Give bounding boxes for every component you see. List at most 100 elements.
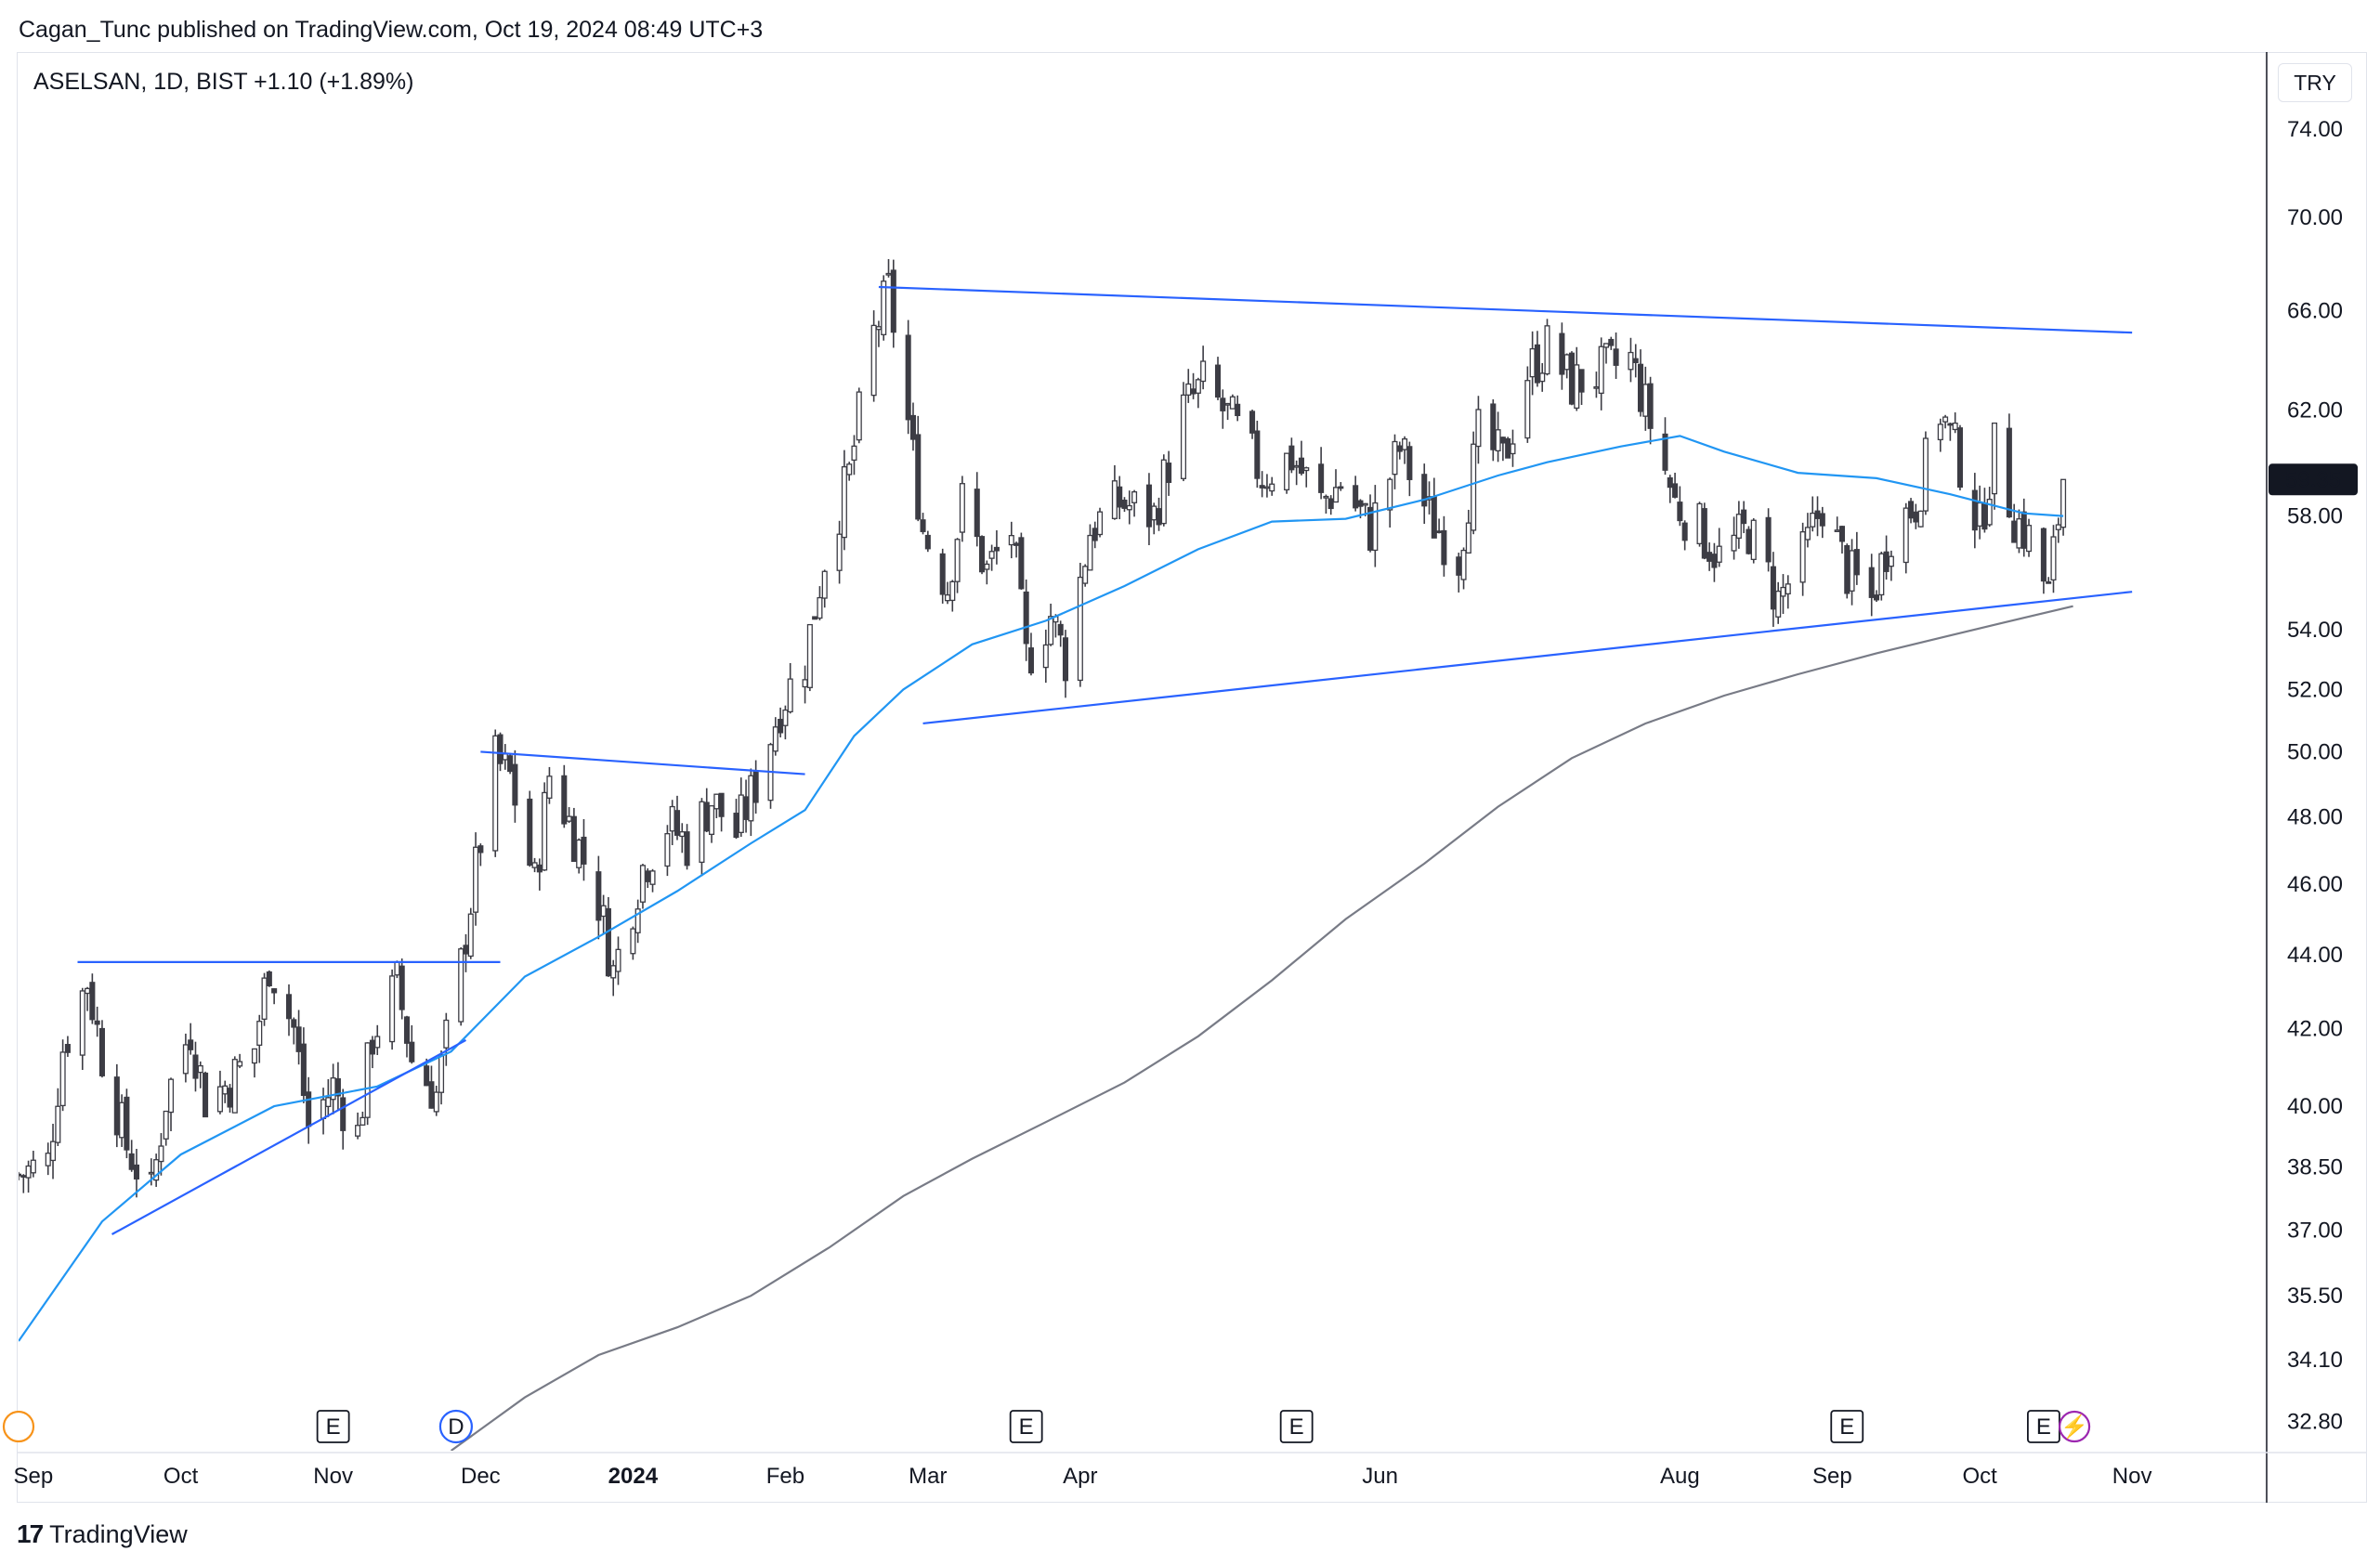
candle [1269,483,1275,492]
candle [1338,486,1344,489]
symbol-legend[interactable]: ASELSAN, 1D, BIST +1.10 (+1.89%) [33,69,414,95]
candle [1741,509,1747,525]
candle [841,465,847,539]
candle [610,965,617,979]
candle [295,1026,302,1052]
candle [1166,463,1172,483]
earnings-marker-label: E [1019,1414,1034,1440]
candle [424,1065,430,1087]
currency-button[interactable]: TRY [2278,63,2352,102]
candle [984,563,990,570]
candle [1746,528,1752,554]
dividend-marker-icon [438,1409,474,1444]
candle [890,269,896,333]
candle [1947,423,1954,426]
candle [1195,379,1201,394]
candle [561,775,568,825]
candle [630,928,636,955]
candle [713,793,720,810]
candle [19,1173,22,1177]
candle [1126,504,1132,511]
candle [1160,459,1167,525]
moving-average-slow [450,605,2073,1451]
candle [2050,536,2057,581]
candle [443,1019,450,1049]
candle [576,839,582,868]
candle [1917,510,1924,528]
candle [1662,433,1668,471]
candle [403,1016,411,1044]
candle [738,794,744,833]
candle [527,798,533,867]
x-tick-label: 2024 [608,1464,659,1489]
candle [669,805,675,832]
candle [806,623,813,688]
flash-marker-label: ⚡ [2060,1414,2088,1440]
candle [1421,474,1428,507]
candle [787,678,793,713]
earnings-marker-icon [316,1410,350,1443]
candle [802,679,808,688]
candle [374,1036,381,1049]
candle [1534,344,1540,384]
candle [1888,555,1894,567]
candle [1853,549,1860,576]
candle [821,570,828,599]
candle [89,982,96,1021]
candle [507,755,514,773]
candle [55,1105,61,1143]
candle [1475,409,1482,448]
trendline [111,1038,467,1235]
candle [167,1078,175,1114]
earnings-marker-icon [1279,1410,1314,1443]
candle [920,519,926,532]
candle [1937,424,1943,441]
candle [25,1165,32,1179]
candle [1372,502,1379,552]
candle [497,734,503,764]
candle [1642,384,1649,417]
earnings-marker-label: E [326,1414,341,1440]
moving-average-fast [19,435,2064,1342]
trendline [922,591,2133,725]
candle [856,391,862,441]
candle [1819,513,1825,527]
candle [1087,534,1093,571]
candle [939,553,946,595]
candle [812,616,818,620]
candle [2040,528,2047,582]
candle [1180,394,1187,479]
candle [340,1097,347,1131]
candle [128,1153,135,1170]
candle [113,1076,120,1136]
candle [1613,348,1619,366]
candle [817,596,823,619]
candle [1539,372,1546,383]
candle [1259,485,1265,489]
x-tick-label: Sep [1812,1464,1852,1489]
candle [1602,343,1610,348]
candle [394,961,400,976]
candle [1677,502,1683,522]
y-tick-label: 62.00 [2287,398,2343,424]
candle [1775,590,1782,618]
candle [1200,360,1207,383]
candle [954,539,961,582]
candle [1387,478,1393,511]
candle [870,324,877,397]
dividend-marker-label: D [448,1414,464,1440]
footer-brand: TradingView [49,1519,188,1548]
candle [915,434,922,520]
candle [1810,512,1816,528]
plot-area [19,258,2133,1451]
candle [1707,552,1713,562]
tradingview-logo-icon[interactable]: 17 [17,1519,44,1548]
candle [1436,530,1443,534]
candle [1318,463,1325,493]
candle [875,326,882,331]
x-tick-label: Mar [909,1464,947,1489]
candle [399,965,405,1010]
y-tick-label: 70.00 [2287,205,2343,230]
candle [536,864,543,873]
